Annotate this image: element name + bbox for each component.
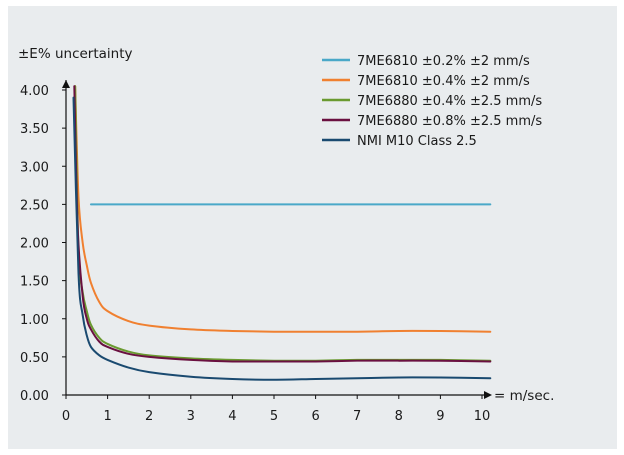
x-axis-arrow: [484, 391, 492, 399]
x-tick-label: 9: [436, 409, 444, 424]
series-line-7me6880-0-8-2-5-mm-s: [73, 85, 492, 363]
y-tick-label: 4.00: [20, 84, 49, 99]
chart-panel: [8, 6, 617, 449]
y-axis-arrow: [62, 80, 70, 88]
legend-label-nmi-m10-class-2-5: NMI M10 Class 2.5: [357, 134, 477, 149]
x-tick-label: 2: [145, 409, 153, 424]
y-axis-label: ±E% uncertainty: [18, 46, 133, 62]
x-tick-label: 6: [311, 409, 319, 424]
y-tick-label: 3.00: [20, 160, 49, 175]
x-tick-label: 0: [62, 409, 70, 424]
legend: 7ME6810 ±0.2% ±2 mm/s 7ME6810 ±0.4% ±2 mm…: [322, 54, 542, 149]
y-tick-label: 3.50: [20, 122, 49, 137]
y-tick-label: 0.00: [20, 389, 49, 404]
x-tick-label: 4: [228, 409, 236, 424]
legend-label-7me6880-0-4-2-5-mm-s: 7ME6880 ±0.4% ±2.5 mm/s: [357, 94, 542, 109]
x-axis-label: = m/sec.: [494, 388, 554, 404]
x-tick-label: 10: [474, 409, 491, 424]
legend-label-7me6810-0-2-2-mm-s: 7ME6810 ±0.2% ±2 mm/s: [357, 54, 530, 69]
legend-label-7me6880-0-8-2-5-mm-s: 7ME6880 ±0.8% ±2.5 mm/s: [357, 114, 542, 129]
x-tick-label: 1: [103, 409, 111, 424]
plot-area: 0.00 0.50 1.00 1.50 2.00 2.50 3.00 3.50 4.00 0 1 2 3…: [20, 80, 492, 424]
x-tick-label: 5: [270, 409, 278, 424]
series-line-nmi-m10-class-2-5: [72, 96, 492, 381]
y-tick-label: 2.50: [20, 198, 49, 213]
x-tick-label: 3: [187, 409, 195, 424]
y-tick-label: 1.50: [20, 275, 49, 290]
x-tick-label: 8: [395, 409, 403, 424]
series-line-7me6810-0-4-2-mm-s: [74, 85, 492, 333]
y-tick-label: 0.50: [20, 351, 49, 366]
x-tick-label: 7: [353, 409, 361, 424]
y-tick-label: 2.00: [20, 237, 49, 252]
legend-label-7me6810-0-4-2-mm-s: 7ME6810 ±0.4% ±2 mm/s: [357, 74, 530, 89]
y-tick-label: 1.00: [20, 313, 49, 328]
